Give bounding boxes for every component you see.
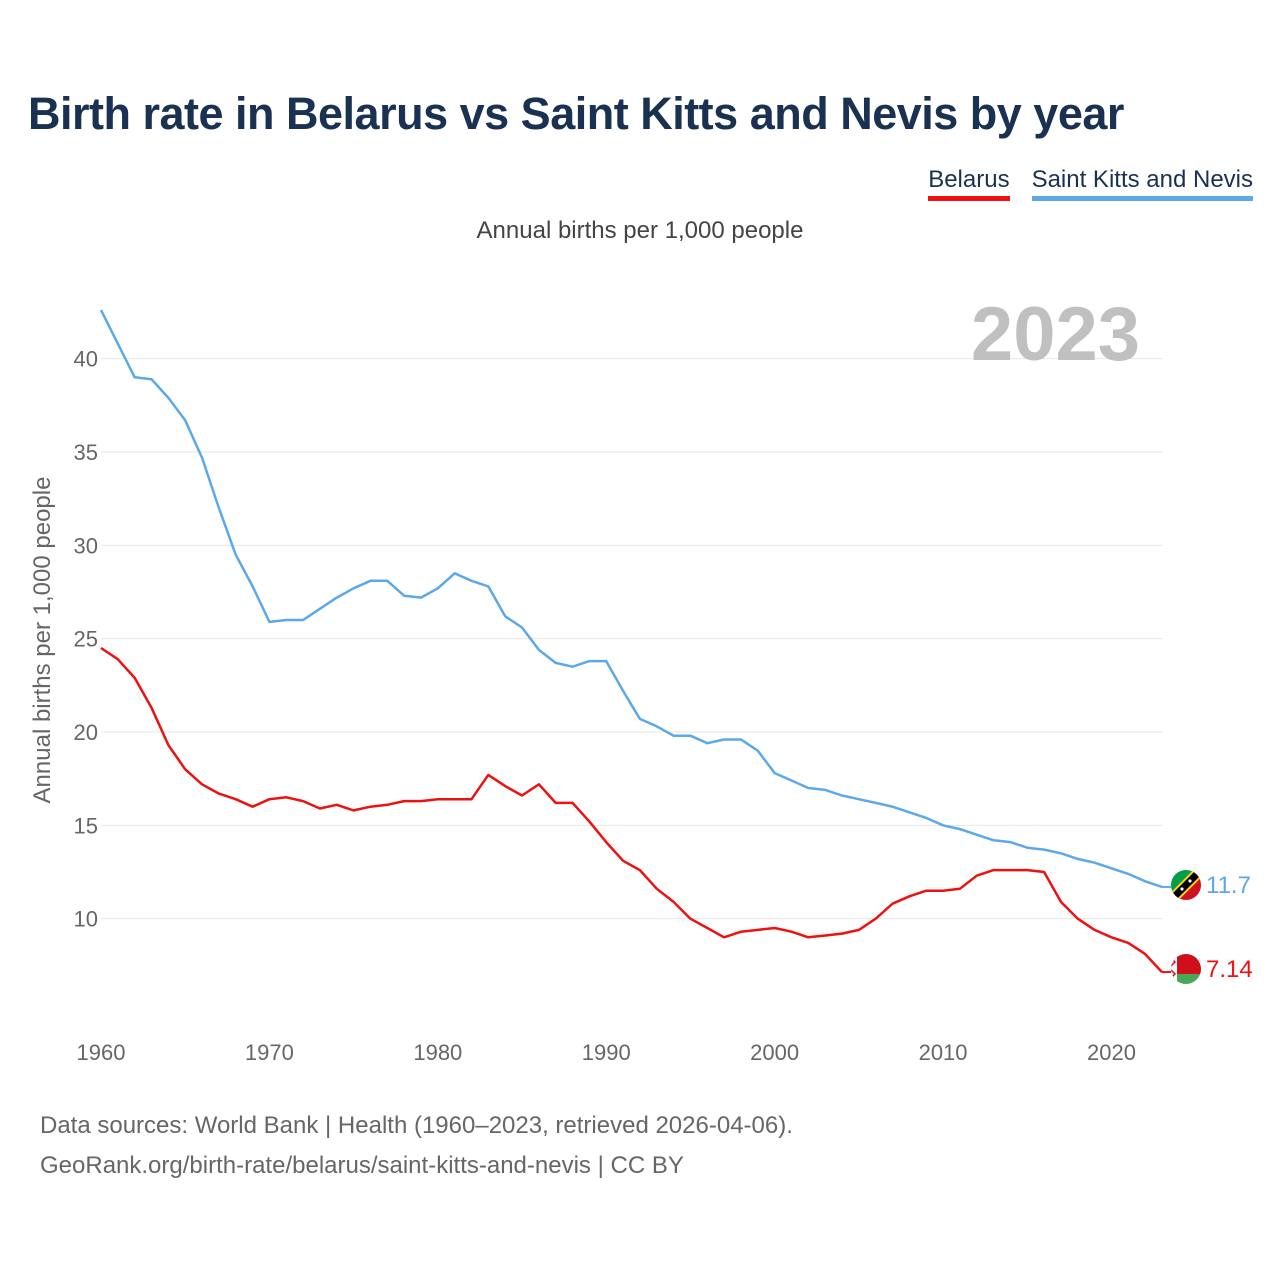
series-line-belarus[interactable] bbox=[100, 646, 1163, 973]
year-watermark: 2023 bbox=[971, 292, 1140, 377]
end-value-label-saint-kitts-and-nevis: 11.7 bbox=[1206, 872, 1251, 899]
x-tick-label: 1960 bbox=[77, 1040, 126, 1065]
y-tick-label: 30 bbox=[74, 533, 98, 558]
y-tick-label: 25 bbox=[74, 627, 98, 652]
x-tick-label: 1970 bbox=[245, 1040, 294, 1065]
series-line-saint-kitts-and-nevis[interactable] bbox=[99, 309, 1163, 889]
series-lines bbox=[99, 309, 1171, 974]
y-tick-label: 15 bbox=[74, 813, 98, 838]
x-tick-label: 1990 bbox=[582, 1040, 631, 1065]
data-sources-text: Data sources: World Bank | Health (1960–… bbox=[40, 1112, 793, 1139]
y-tick-label: 10 bbox=[74, 907, 98, 932]
x-tick-label: 2010 bbox=[919, 1040, 968, 1065]
gridlines bbox=[101, 358, 1162, 920]
legend-item-saint-kitts-and-nevis[interactable]: Saint Kitts and Nevis bbox=[1031, 166, 1253, 201]
belarus-flag-icon bbox=[1171, 954, 1201, 984]
legend-item-belarus[interactable]: Belarus bbox=[928, 166, 1010, 201]
legend: Belarus Saint Kitts and Nevis bbox=[928, 166, 1253, 201]
chart-subtitle: Annual births per 1,000 people bbox=[476, 217, 804, 244]
x-tick-label: 1980 bbox=[413, 1040, 462, 1065]
footer: Data sources: World Bank | Health (1960–… bbox=[40, 1106, 793, 1186]
y-tick-label: 20 bbox=[74, 720, 98, 745]
end-value-label-belarus: 7.14 bbox=[1206, 956, 1253, 983]
saint-kitts-and-nevis-flag-icon bbox=[1171, 870, 1201, 900]
chart-title: Birth rate in Belarus vs Saint Kitts and… bbox=[28, 88, 1124, 139]
y-axis-title: Annual births per 1,000 people bbox=[29, 477, 56, 804]
x-tick-label: 2020 bbox=[1087, 1040, 1136, 1065]
axes: 10 15 20 25 30 35 40 1960 1970 1980 1990 2000 2010 20… bbox=[74, 347, 1136, 1065]
y-tick-label: 35 bbox=[74, 440, 98, 465]
y-tick-label: 40 bbox=[74, 347, 98, 372]
x-tick-label: 2000 bbox=[750, 1040, 799, 1065]
credit-link[interactable]: GeoRank.org/birth-rate/belarus/saint-kit… bbox=[40, 1152, 684, 1179]
